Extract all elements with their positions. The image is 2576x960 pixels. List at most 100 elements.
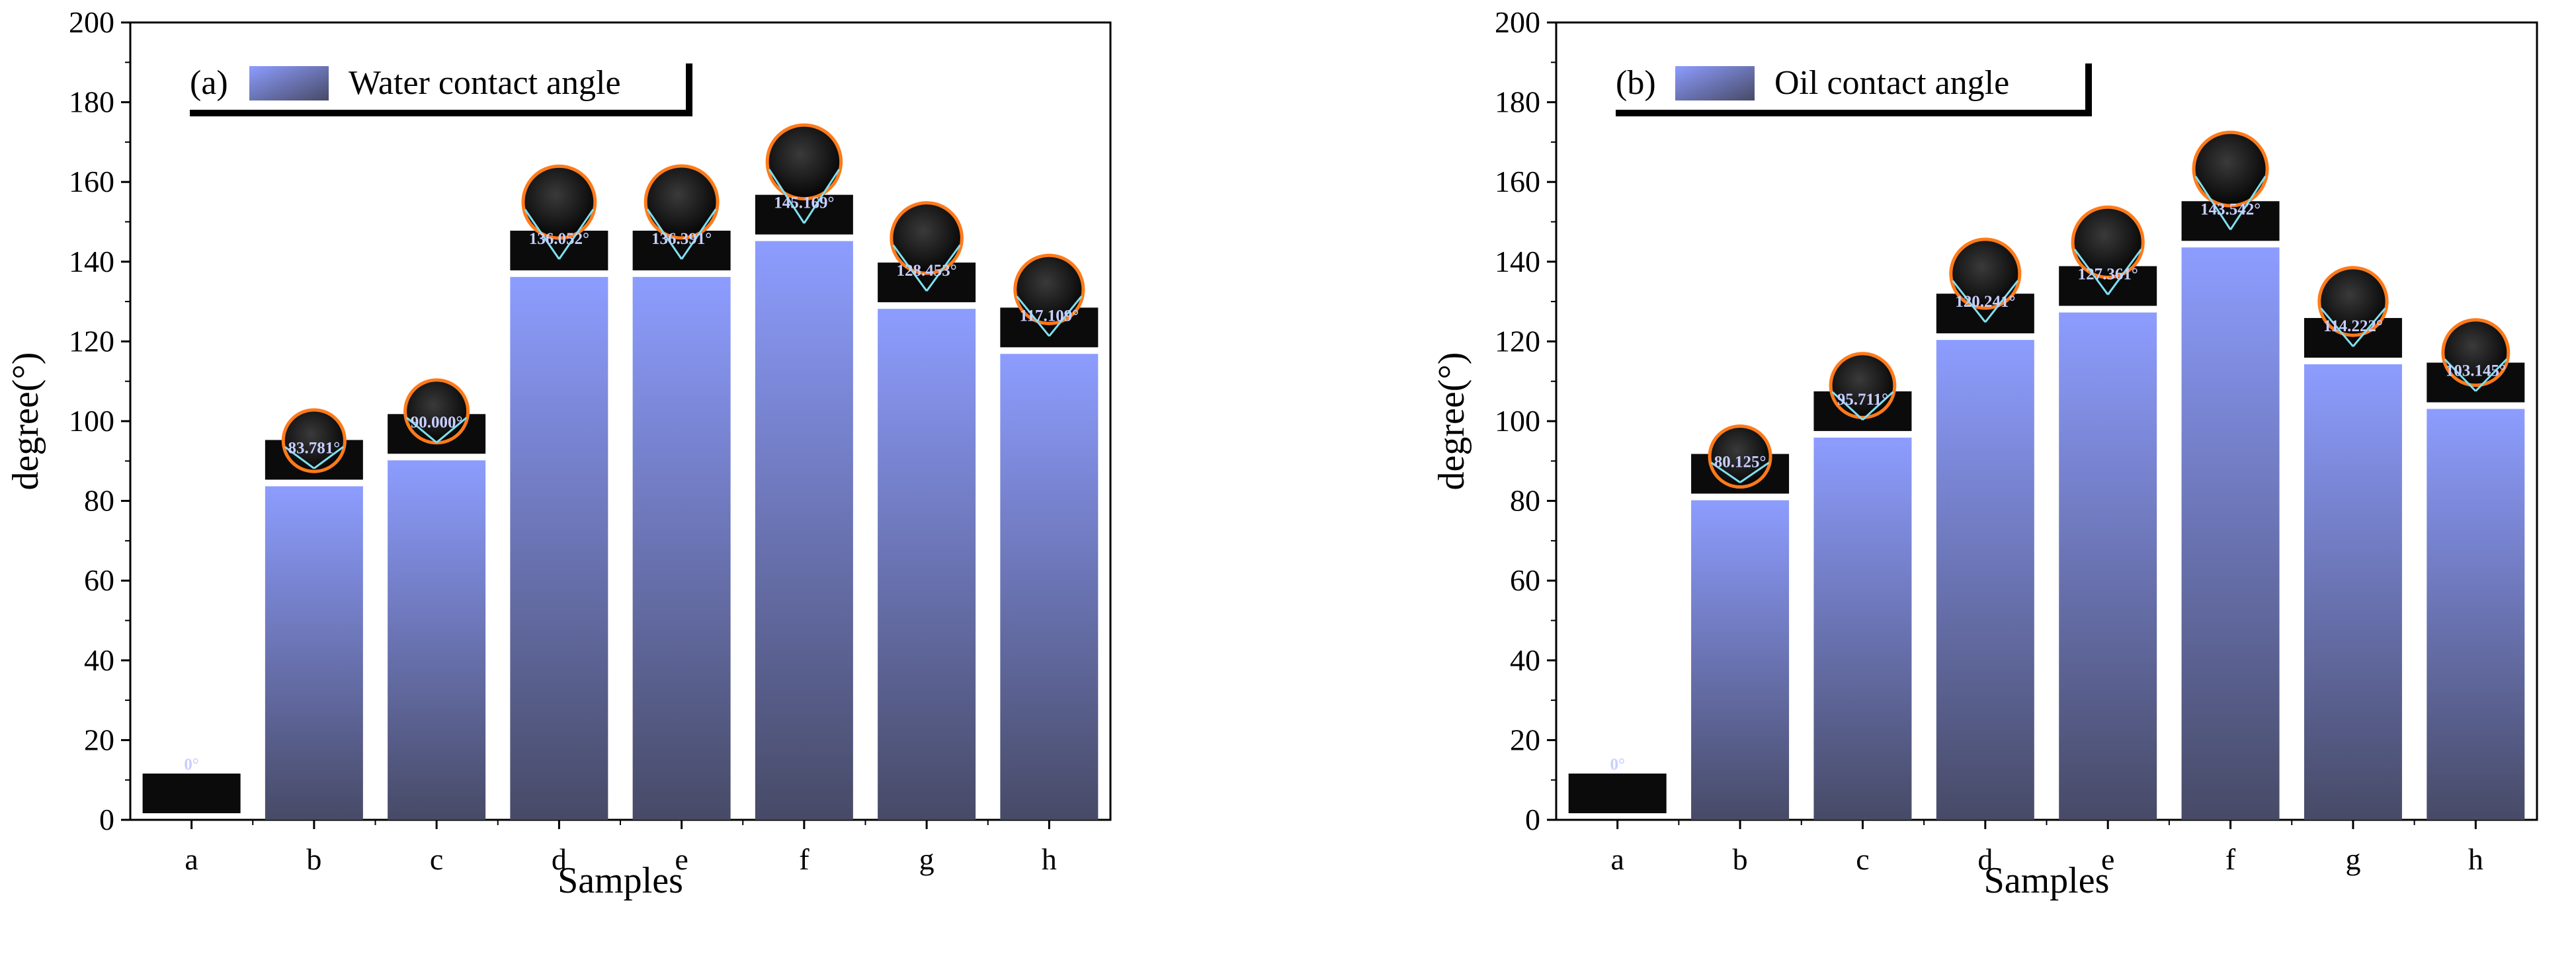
droplet-angle-label: 117.109°	[1019, 307, 1079, 325]
legend: (b) Oil contact angle	[1609, 57, 2092, 116]
bar	[1813, 436, 1912, 820]
tangent-line	[1048, 296, 1083, 337]
x-tick-label: d	[552, 842, 567, 876]
tangent-line	[681, 208, 717, 260]
bar-group: 145.169°	[755, 123, 853, 820]
bar	[2427, 407, 2525, 820]
droplet-angle-label: 128.453°	[897, 262, 957, 280]
droplet-angle-label: 145.169°	[774, 194, 834, 212]
tangent-line	[646, 208, 683, 260]
x-tick-label: c	[430, 842, 443, 876]
tangent-line	[2475, 358, 2508, 392]
bar-group: 136.391°	[632, 164, 731, 820]
legend: (a) Water contact angle	[183, 57, 692, 116]
tangent-line	[2444, 358, 2477, 392]
bar-group: 127.361°	[2059, 205, 2157, 820]
droplet-image	[644, 164, 720, 240]
y-axis-title: degree(°)	[5, 352, 46, 491]
y-tick-label: 100	[1495, 404, 1540, 438]
tangent-line	[892, 244, 928, 292]
tangent-line	[406, 417, 438, 444]
x-tick-label: g	[2345, 842, 2360, 876]
bar	[2181, 246, 2280, 820]
bar-group: 136.052°	[510, 164, 608, 820]
bar-group: 117.109°	[1000, 253, 1099, 820]
y-tick-label: 140	[1495, 245, 1540, 278]
droplet-image	[2071, 205, 2145, 279]
bar-group: 143.542°	[2181, 130, 2280, 820]
bar	[878, 307, 976, 820]
tangent-line	[1710, 461, 1741, 483]
panel-label: (a)	[190, 64, 228, 102]
tangent-line	[2194, 175, 2231, 231]
bar-group: 95.711°	[1813, 352, 1912, 820]
bar-group: 80.125°	[1691, 424, 1790, 820]
y-tick-label: 0	[99, 803, 114, 836]
droplet-image	[890, 201, 964, 275]
tangent-line	[2352, 307, 2386, 347]
y-tick-label: 180	[69, 85, 114, 119]
x-tick-label: h	[2468, 842, 2483, 876]
bar-group: 83.781°	[265, 408, 363, 820]
y-tick-label: 60	[84, 563, 114, 597]
y-tick-label: 200	[69, 5, 114, 39]
x-axis-title: Samples	[558, 860, 683, 901]
bar	[2304, 362, 2402, 820]
x-tick-label: g	[919, 842, 935, 876]
tangent-line	[1831, 391, 1864, 421]
tangent-line	[1016, 296, 1050, 337]
bar-group: 0°	[1568, 756, 1667, 813]
droplet-angle-label: 0°	[1610, 756, 1625, 774]
y-tick-label: 100	[69, 404, 114, 438]
x-tick-label: a	[1610, 842, 1624, 876]
y-tick-label: 140	[69, 245, 114, 278]
y-tick-label: 180	[1495, 85, 1540, 119]
droplet-image	[2192, 130, 2269, 208]
droplet-angle-label: 103.145°	[2446, 362, 2506, 380]
legend-swatch	[249, 66, 329, 100]
droplet-photo-base	[1568, 774, 1667, 813]
tangent-line	[1862, 391, 1894, 421]
tangent-line	[2106, 249, 2142, 296]
bar-group: 114.222°	[2304, 266, 2402, 820]
bar-group: 128.453°	[878, 201, 976, 820]
bar-group: 120.241°	[1936, 237, 2034, 820]
y-tick-label: 200	[1495, 5, 1540, 39]
droplet-image	[1949, 237, 2022, 310]
droplet-image	[521, 164, 597, 240]
droplet-angle-label: 90.000°	[411, 413, 463, 431]
tangent-line	[284, 446, 315, 469]
x-tick-label: f	[799, 842, 810, 876]
droplet-image	[403, 378, 470, 445]
y-tick-label: 60	[1510, 563, 1540, 597]
bar	[1691, 499, 1790, 820]
tangent-line	[1739, 461, 1770, 483]
droplet-angle-label: 136.052°	[529, 230, 589, 248]
bar	[265, 485, 363, 820]
x-tick-label: h	[1042, 842, 1057, 876]
bar	[1000, 352, 1099, 820]
tangent-line	[2073, 249, 2109, 296]
droplet-angle-label: 114.222°	[2323, 317, 2383, 335]
y-tick-label: 160	[1495, 165, 1540, 198]
y-axis-title: degree(°)	[1431, 352, 1472, 491]
y-tick-label: 80	[84, 484, 114, 518]
legend-label: Water contact angle	[349, 64, 621, 102]
y-tick-label: 40	[84, 643, 114, 677]
y-tick-label: 40	[1510, 643, 1540, 677]
chart-panel-a: 0 20 40 60 80 100 120 140 160 180 200 a b c d e f g h Sampl…	[5, 5, 1112, 901]
droplet-photo-base	[2181, 201, 2280, 241]
bar	[2059, 311, 2157, 820]
x-tick-label: b	[1733, 842, 1748, 876]
droplet-image	[2317, 266, 2389, 337]
panel-label: (b)	[1616, 64, 1656, 102]
droplet-image	[1013, 253, 1085, 325]
x-tick-label: a	[185, 842, 198, 876]
droplet-image	[2441, 318, 2511, 387]
droplet-angle-label: 127.361°	[2078, 266, 2138, 284]
bar	[632, 275, 731, 820]
droplet-angle-label: 143.542°	[2200, 200, 2261, 218]
tangent-line	[768, 169, 806, 224]
droplet-angle-label: 83.781°	[288, 439, 341, 457]
droplet-angle-label: 120.241°	[1955, 293, 2015, 311]
